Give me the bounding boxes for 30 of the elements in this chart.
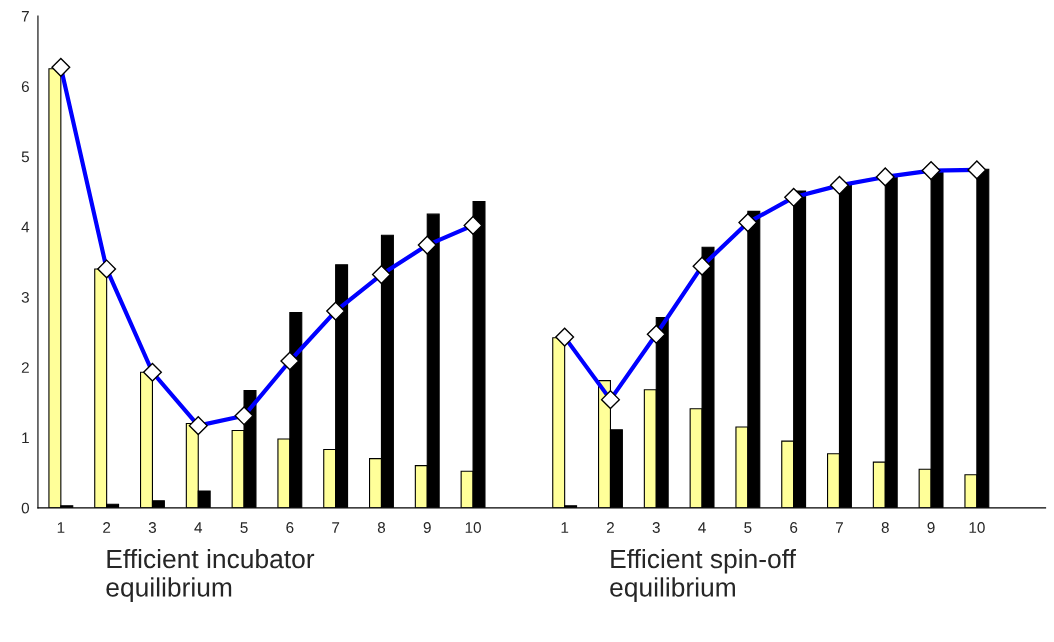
text: Efficient incubator equilibrium bbox=[106, 548, 315, 602]
x-tick-label: 1 bbox=[561, 522, 569, 533]
text: Efficient spin-off equilibrium bbox=[610, 548, 796, 602]
y-tick-label: 0 bbox=[21, 502, 30, 514]
x-tick-label: 6 bbox=[286, 522, 294, 533]
x-tick-label: 9 bbox=[423, 522, 431, 533]
x-tick-label: 7 bbox=[836, 522, 843, 533]
x-tick-label: 9 bbox=[927, 522, 935, 533]
x-tick-label: 8 bbox=[881, 522, 889, 533]
y-tick-label: 1 bbox=[22, 432, 29, 444]
x-tick-label: 5 bbox=[744, 522, 752, 533]
x-tick-label: 8 bbox=[377, 522, 386, 533]
x-tick-label: 3 bbox=[652, 522, 660, 533]
x-tick-label: 2 bbox=[606, 522, 614, 533]
x-tick-label: 3 bbox=[148, 522, 157, 533]
x-tick-label: 6 bbox=[790, 522, 798, 533]
x-tick-label: 10 bbox=[969, 522, 985, 533]
y-tick-label: 6 bbox=[21, 81, 29, 92]
y-tick-label: 2 bbox=[21, 362, 29, 373]
y-tick-label: 4 bbox=[21, 221, 30, 233]
y-tick-label: 7 bbox=[21, 11, 29, 22]
x-tick-label: 4 bbox=[698, 522, 706, 533]
y-tick-label: 5 bbox=[21, 151, 29, 163]
x-tick-label: 4 bbox=[194, 522, 203, 533]
x-tick-label: 1 bbox=[57, 522, 65, 533]
x-tick-label: 5 bbox=[240, 522, 248, 533]
x-tick-label: 10 bbox=[465, 522, 481, 533]
y-tick-label: 3 bbox=[21, 291, 29, 303]
x-tick-label: 7 bbox=[332, 522, 340, 533]
x-tick-label: 2 bbox=[103, 522, 111, 533]
